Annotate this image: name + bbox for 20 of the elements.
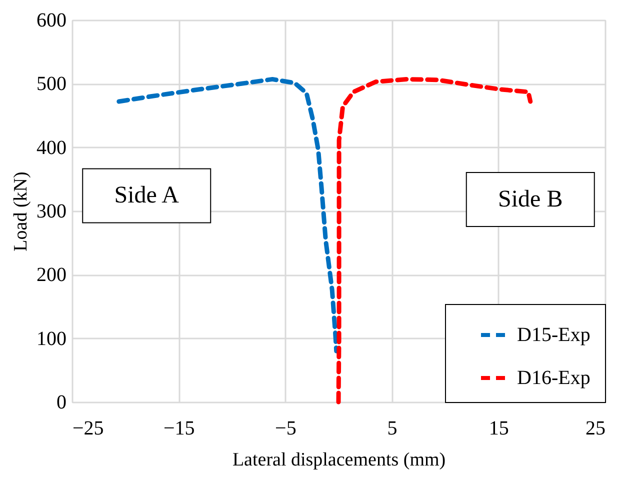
x-tick-label: 5 [387, 418, 398, 440]
x-tick-label: 25 [586, 418, 606, 440]
annotation: Side A [114, 182, 180, 209]
y-tick-label: 600 [36, 10, 66, 32]
x-tick-label: −15 [163, 418, 195, 440]
line-series [116, 76, 339, 354]
y-tick-label: 200 [36, 264, 66, 286]
legend-label: D15-Exp [517, 324, 590, 346]
x-tick-label: −5 [275, 418, 296, 440]
y-axis-title: Load (kN) [10, 172, 32, 252]
x-tick-label: −25 [72, 418, 104, 440]
y-tick-label: 400 [36, 136, 66, 159]
y-tick-label: 100 [36, 328, 66, 350]
annotation: Side B [498, 186, 563, 213]
legend-label: D16-Exp [517, 367, 590, 389]
x-axis-title: Lateral displacements (mm) [232, 450, 446, 470]
y-tick-label: 0 [56, 392, 66, 414]
y-tick-label: 300 [36, 200, 66, 222]
x-tick-label: 15 [488, 418, 509, 440]
y-tick-label: 500 [36, 73, 66, 96]
